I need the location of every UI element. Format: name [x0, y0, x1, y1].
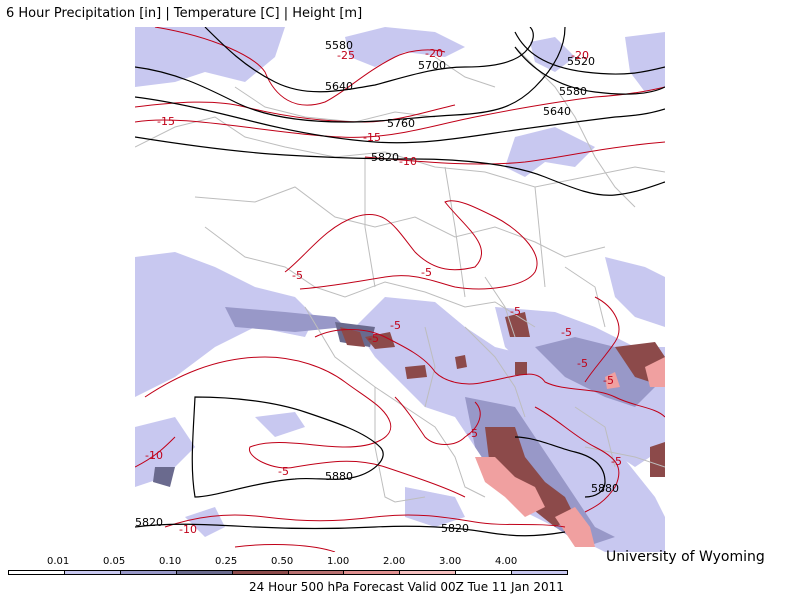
legend-label: 0.10 — [159, 556, 182, 567]
legend-label: 0.05 — [103, 556, 126, 567]
height-label: 5580 — [559, 85, 587, 98]
height-labels: 5580 5700 5640 5760 5820 5520 5580 5640 … — [135, 39, 619, 535]
legend-swatch — [9, 571, 65, 574]
legend-swatch — [456, 571, 513, 574]
legend-color-bar — [8, 570, 568, 575]
legend-label: 0.25 — [215, 556, 238, 567]
height-label: 5580 — [325, 39, 353, 52]
temperature-label: -20 — [571, 49, 589, 62]
map-title: 6 Hour Precipitation [in] | Temperature … — [6, 6, 363, 21]
forecast-valid-time: 24 Hour 500 hPa Forecast Valid 00Z Tue 1… — [249, 580, 564, 594]
legend-swatch — [288, 571, 345, 574]
temperature-label: -5 — [368, 332, 379, 345]
temperature-label: -20 — [425, 47, 443, 60]
legend-label: 1.00 — [327, 556, 350, 567]
precipitation-fill — [135, 27, 665, 552]
temperature-label: -5 — [421, 266, 432, 279]
height-label: 5820 — [441, 522, 469, 535]
temperature-label: -15 — [157, 115, 175, 128]
legend-swatch — [344, 571, 401, 574]
legend-label: 2.00 — [383, 556, 406, 567]
legend-swatch — [176, 571, 233, 574]
temperature-label: -15 — [363, 131, 381, 144]
height-label: 5820 — [135, 516, 163, 529]
temperature-label: -5 — [292, 269, 303, 282]
temperature-label: -5 — [467, 427, 478, 440]
temperature-label: -10 — [145, 449, 163, 462]
temperature-label: -5 — [577, 357, 588, 370]
temperature-label: -5 — [561, 326, 572, 339]
temperature-label: -10 — [179, 523, 197, 536]
precipitation-heavy — [153, 307, 665, 547]
temperature-contours — [135, 27, 665, 552]
height-contours — [135, 27, 665, 537]
temperature-label: -5 — [278, 465, 289, 478]
temperature-label: -5 — [390, 319, 401, 332]
temperature-label: -5 — [611, 455, 622, 468]
legend-label: 3.00 — [439, 556, 462, 567]
height-label: 5640 — [543, 105, 571, 118]
height-label: 5880 — [591, 482, 619, 495]
legend-label: 0.50 — [271, 556, 294, 567]
forecast-map: 5580 5700 5640 5760 5820 5520 5580 5640 … — [135, 27, 665, 552]
height-label: 5700 — [418, 59, 446, 72]
source-credit: University of Wyoming — [606, 549, 765, 565]
country-borders — [135, 46, 665, 503]
temperature-label: -10 — [399, 155, 417, 168]
legend-swatch — [232, 571, 289, 574]
legend-labels: 0.01 0.05 0.10 0.25 0.50 1.00 2.00 3.00 … — [0, 556, 800, 570]
legend-label: 0.01 — [47, 556, 70, 567]
temperature-label: -5 — [603, 374, 614, 387]
temperature-label: -5 — [510, 305, 521, 318]
height-label: 5880 — [325, 470, 353, 483]
legend-label: 4.00 — [495, 556, 518, 567]
temperature-label: -25 — [337, 49, 355, 62]
legend-swatch — [512, 571, 568, 574]
height-label: 5820 — [371, 151, 399, 164]
legend-swatch — [120, 571, 177, 574]
height-label: 5640 — [325, 80, 353, 93]
legend-swatch — [400, 571, 457, 574]
temperature-labels: -25 -20 -20 -15 -15 -10 -5 -5 -5 -5 -5 -… — [145, 47, 622, 536]
height-label: 5520 — [567, 55, 595, 68]
height-label: 5760 — [387, 117, 415, 130]
legend-swatch — [64, 571, 121, 574]
